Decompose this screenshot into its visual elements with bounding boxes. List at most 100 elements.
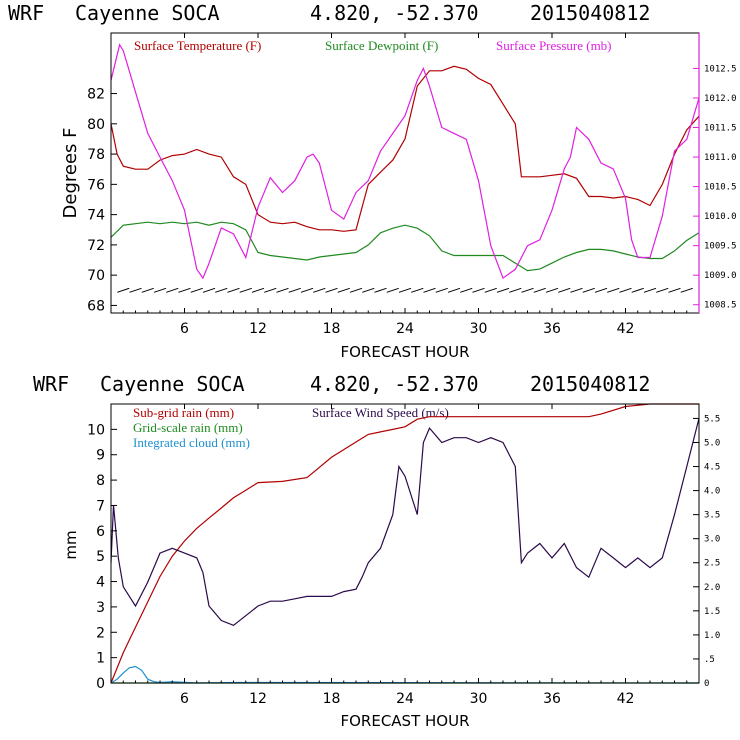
y2-tick-label: 1009.0 bbox=[704, 271, 737, 281]
bottom-chart: WRF Cayenne SOCA 4.820, -52.370 20150408… bbox=[33, 372, 720, 730]
wind-barb bbox=[619, 287, 632, 293]
wind-barb bbox=[668, 287, 681, 293]
x-tick-label: 12 bbox=[249, 321, 267, 337]
header-model: WRF bbox=[33, 372, 69, 396]
x-tick-label: 24 bbox=[396, 321, 414, 337]
top-x-axis-label: FORECAST HOUR bbox=[340, 343, 469, 361]
y2-tick-label: .5 bbox=[704, 655, 715, 665]
wind-barb bbox=[313, 287, 326, 293]
top-y-axis-label: Degrees F bbox=[60, 128, 81, 219]
wind-barb bbox=[141, 287, 154, 293]
y-tick-label: 68 bbox=[87, 298, 105, 314]
x-tick-label: 24 bbox=[396, 691, 414, 707]
legend-wind-speed: Surface Wind Speed (m/s) bbox=[312, 405, 449, 420]
top-plot-area bbox=[110, 43, 700, 293]
wind-barb bbox=[472, 287, 485, 293]
bottom-x-axis: 6 12 18 24 30 36 42 bbox=[122, 404, 688, 707]
y2-tick-label: 4.0 bbox=[704, 487, 720, 497]
top-chart: WRF Cayenne SOCA 4.820, -52.370 20150408… bbox=[8, 1, 737, 361]
y2-tick-label: 1.0 bbox=[704, 631, 720, 641]
y-tick-label: 7 bbox=[96, 498, 105, 514]
legend-pressure: Surface Pressure (mb) bbox=[496, 38, 612, 53]
wind-barb bbox=[166, 287, 179, 293]
y2-tick-label: 1011.5 bbox=[704, 124, 737, 134]
y-tick-label: 10 bbox=[87, 422, 105, 438]
wind-barb bbox=[558, 287, 571, 293]
y2-tick-label: 5.5 bbox=[704, 414, 720, 424]
x-tick-label: 18 bbox=[323, 691, 341, 707]
header-init: 2015040812 bbox=[530, 372, 650, 396]
wind-barb bbox=[594, 287, 608, 293]
wind-barb bbox=[153, 287, 167, 293]
y2-tick-label: 1012.0 bbox=[704, 94, 737, 104]
header-model: WRF bbox=[8, 1, 44, 25]
x-tick-label: 30 bbox=[470, 691, 488, 707]
bottom-y-axis-label: mm bbox=[62, 530, 80, 559]
wind-barb bbox=[411, 287, 424, 293]
y-tick-label: 78 bbox=[87, 147, 105, 163]
wind-barb bbox=[349, 287, 363, 293]
y-tick-label: 76 bbox=[87, 177, 105, 193]
y2-tick-label: 1012.5 bbox=[704, 64, 737, 74]
wind-barb bbox=[117, 287, 130, 293]
wind-barb bbox=[276, 287, 289, 293]
x-tick-label: 42 bbox=[617, 691, 635, 707]
y2-tick-label: 1009.5 bbox=[704, 242, 737, 252]
top-y-axis: 68 70 72 74 76 78 80 82 bbox=[87, 87, 117, 314]
wind-barb bbox=[288, 287, 301, 293]
wind-barb bbox=[215, 287, 228, 293]
y2-tick-label: 1010.5 bbox=[704, 183, 737, 193]
y-tick-label: 2 bbox=[96, 625, 105, 641]
wind-barb bbox=[656, 287, 669, 293]
header-coords: 4.820, -52.370 bbox=[310, 372, 479, 396]
y-tick-label: 5 bbox=[96, 549, 105, 565]
x-tick-label: 42 bbox=[617, 321, 635, 337]
wind-barb bbox=[680, 287, 693, 293]
wind-barb bbox=[484, 287, 497, 293]
y-tick-label: 80 bbox=[87, 117, 105, 133]
y2-tick-label: 4.5 bbox=[704, 463, 720, 473]
wind-barb bbox=[178, 287, 191, 293]
wind-barb bbox=[509, 287, 522, 293]
bottom-chart-header: WRF Cayenne SOCA 4.820, -52.370 20150408… bbox=[33, 372, 650, 396]
wind-barb bbox=[227, 287, 240, 293]
wind-barb bbox=[239, 287, 252, 293]
x-tick-label: 30 bbox=[470, 321, 488, 337]
wind-barb bbox=[447, 287, 461, 293]
wind-barb bbox=[300, 287, 314, 293]
top-plot-frame bbox=[110, 32, 700, 314]
series-surface-wind-speed-m-s-line bbox=[110, 418, 700, 626]
header-station: Cayenne SOCA bbox=[75, 1, 220, 25]
y2-tick-label: 2.5 bbox=[704, 559, 720, 569]
series-surface-dewpoint-f-line bbox=[110, 221, 700, 272]
legend-integrated-cloud: Integrated cloud (mm) bbox=[133, 435, 250, 450]
wind-barb bbox=[496, 287, 510, 293]
y2-tick-label: 1010.0 bbox=[704, 212, 737, 222]
wind-barb bbox=[545, 287, 559, 293]
wind-barb bbox=[570, 287, 583, 293]
header-init: 2015040812 bbox=[530, 1, 650, 25]
wind-barb bbox=[386, 287, 399, 293]
legend-subgrid-rain: Sub-grid rain (mm) bbox=[133, 405, 234, 420]
y-tick-label: 4 bbox=[96, 575, 105, 591]
y-tick-label: 9 bbox=[96, 448, 105, 464]
wind-barb bbox=[251, 287, 265, 293]
wind-barb bbox=[264, 287, 277, 293]
header-coords: 4.820, -52.370 bbox=[310, 1, 479, 25]
y-tick-label: 82 bbox=[87, 87, 105, 103]
y2-tick-label: 3.5 bbox=[704, 511, 720, 521]
wind-barb bbox=[521, 287, 534, 293]
wind-barb bbox=[460, 287, 473, 293]
legend-temperature: Surface Temperature (F) bbox=[134, 38, 261, 53]
wind-barb bbox=[533, 287, 546, 293]
wind-barb bbox=[337, 287, 350, 293]
y2-tick-label: 1.5 bbox=[704, 607, 720, 617]
top-x-axis: 6 12 18 24 30 36 42 bbox=[122, 33, 688, 337]
wind-barb bbox=[325, 287, 338, 293]
y2-tick-label: 0 bbox=[704, 679, 709, 689]
x-tick-label: 6 bbox=[180, 321, 189, 337]
y2-tick-label: 1011.0 bbox=[704, 153, 737, 163]
wind-barb bbox=[129, 287, 142, 293]
x-tick-label: 6 bbox=[180, 691, 189, 707]
